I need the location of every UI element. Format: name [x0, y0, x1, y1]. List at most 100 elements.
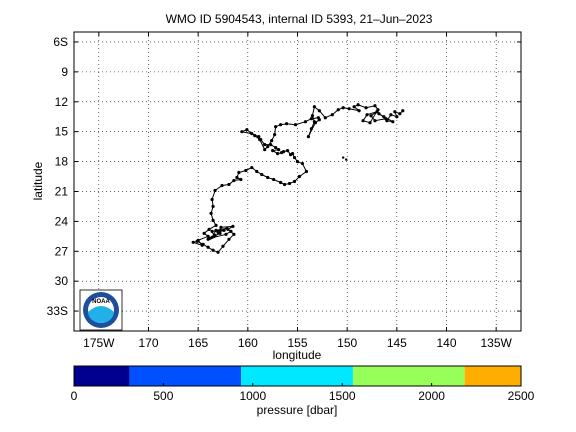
- x-axis-label: longitude: [273, 348, 322, 362]
- track-point: [250, 132, 254, 136]
- track-point: [206, 245, 210, 249]
- track-point: [357, 109, 361, 113]
- track-point: [269, 143, 273, 147]
- track-point: [207, 227, 211, 231]
- track-point: [306, 135, 311, 139]
- track-point: [211, 218, 215, 222]
- track-point: [263, 148, 267, 152]
- colorbar-ticks: 0 500 1000 1500 2000 2500: [71, 383, 535, 403]
- noaa-logo: NOAA: [79, 289, 123, 331]
- track-point: [240, 130, 244, 134]
- track-point: [214, 228, 218, 232]
- isolated-point: [341, 156, 345, 159]
- track-point: [313, 121, 317, 125]
- track-point: [389, 113, 393, 117]
- track-point: [312, 105, 316, 109]
- y-tick-label: 15: [55, 125, 69, 139]
- y-tick-label: 24: [55, 214, 69, 228]
- track-point: [257, 135, 261, 139]
- x-tick-label: 155: [287, 336, 307, 350]
- track-point: [266, 145, 270, 149]
- track-point: [303, 120, 308, 124]
- track-point: [297, 174, 302, 179]
- track-point: [227, 182, 231, 187]
- track-point: [279, 123, 283, 127]
- track-point: [213, 233, 217, 237]
- track-point: [393, 110, 397, 114]
- track-point: [300, 161, 305, 166]
- track-point: [195, 239, 199, 243]
- track-point: [309, 117, 314, 121]
- track-point: [293, 123, 298, 127]
- chart-title: WMO ID 5904543, internal ID 5393, 21–Jun…: [166, 12, 433, 26]
- y-tick-label: 21: [55, 184, 69, 198]
- track-point: [245, 128, 249, 132]
- track-point: [213, 188, 217, 193]
- track-point: [316, 116, 320, 120]
- track-point: [304, 169, 309, 174]
- track-point: [272, 177, 276, 182]
- track-point: [401, 109, 405, 113]
- y-tick-label: 9: [61, 65, 68, 79]
- x-tick-label: 170: [138, 336, 158, 350]
- track-point: [377, 112, 381, 116]
- track-point: [274, 146, 278, 150]
- track-point: [281, 150, 286, 154]
- track-point: [232, 232, 236, 236]
- track-point: [244, 168, 248, 173]
- track-point: [287, 181, 292, 186]
- x-tick-label: 150: [337, 336, 357, 350]
- track-point: [266, 175, 270, 180]
- track-point: [336, 108, 340, 112]
- colorbar-tick-label: 2000: [418, 389, 445, 403]
- x-tick-label: 165: [188, 336, 208, 350]
- y-tick-label: 18: [55, 155, 69, 169]
- y-tick-label: 6S: [53, 35, 68, 49]
- y-tick-label: 27: [55, 244, 69, 258]
- track-point: [211, 204, 215, 209]
- track-point: [220, 183, 224, 188]
- track-point: [229, 229, 233, 233]
- float-points: [191, 103, 405, 254]
- track-point: [391, 120, 395, 124]
- track-point: [210, 229, 214, 233]
- track-point: [285, 149, 290, 153]
- track-point: [395, 115, 399, 119]
- colorbar-tick-label: 500: [153, 389, 173, 403]
- colorbar-band: [241, 366, 353, 386]
- track-point: [259, 138, 263, 142]
- track-point: [250, 165, 254, 170]
- colorbar-band: [74, 366, 130, 386]
- track-point: [364, 106, 368, 110]
- track-point: [219, 225, 223, 229]
- track-point: [323, 116, 327, 120]
- track-point: [255, 169, 259, 174]
- x-tick-label: 175W: [83, 336, 115, 350]
- track-point: [260, 172, 264, 177]
- colorbar-tick-label: 0: [71, 389, 78, 403]
- track-point: [263, 143, 267, 147]
- colorbar-tick-label: 2500: [508, 389, 535, 403]
- track-point: [206, 237, 210, 241]
- track-point: [206, 234, 210, 238]
- track-point: [239, 177, 243, 182]
- track-point: [330, 113, 334, 117]
- track-point: [382, 115, 386, 119]
- x-tick-label: 145: [387, 336, 407, 350]
- x-axis-ticks: 175W 170 165 160 155 150 145 140 135W: [83, 32, 513, 350]
- colorbar-label: pressure [dbar]: [257, 403, 338, 417]
- track-point: [347, 107, 351, 111]
- track-point: [284, 122, 289, 126]
- track-point: [279, 180, 283, 185]
- track-point: [201, 242, 205, 246]
- track-point: [373, 104, 377, 108]
- track-point: [210, 197, 214, 202]
- track-point: [384, 117, 388, 121]
- track-point: [218, 231, 222, 235]
- track-point: [214, 223, 218, 227]
- track-point: [276, 151, 280, 156]
- track-point: [369, 114, 373, 118]
- colorbar-tick-label: 1500: [329, 389, 356, 403]
- track-point: [224, 232, 228, 236]
- track-point: [352, 105, 356, 109]
